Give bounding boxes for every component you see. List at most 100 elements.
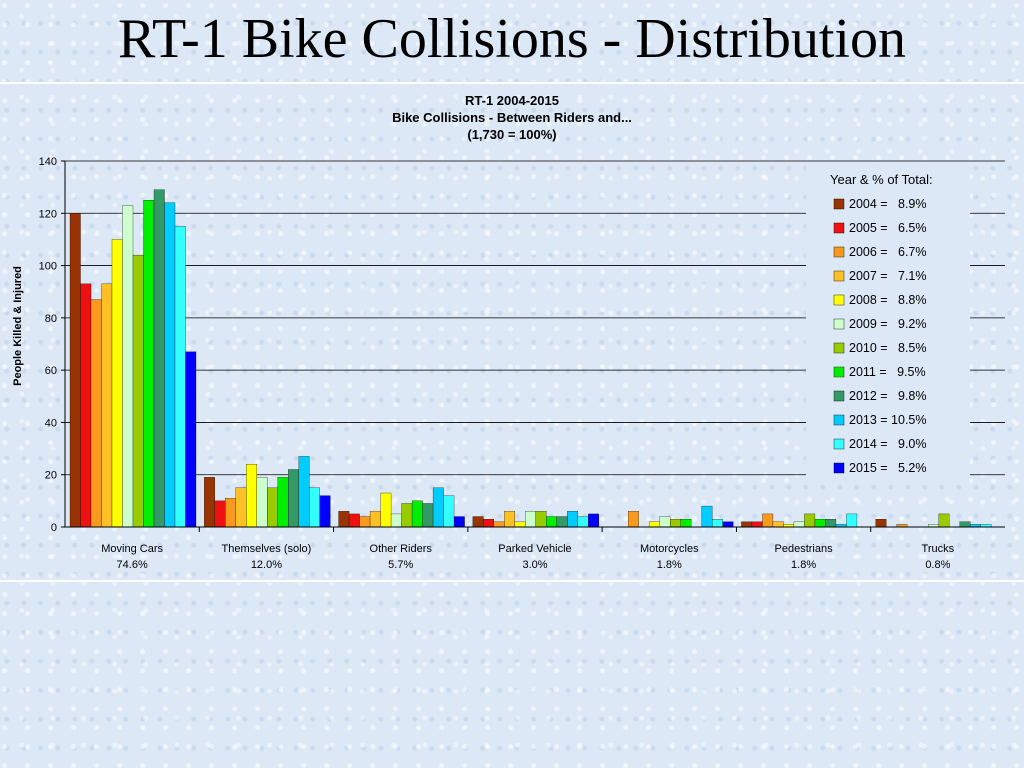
x-category-percent: 1.8% [657, 559, 682, 571]
bar-2009-moving-cars [122, 205, 134, 528]
legend-entry-2009: 2009 = 9.2% [849, 317, 927, 331]
bar-2012-moving-cars [153, 189, 165, 528]
bar-2005-other-riders [348, 513, 360, 528]
legend-swatch-2005 [833, 222, 845, 234]
y-tick-label: 40 [45, 417, 57, 429]
bar-2015-parked-vehicle [588, 513, 600, 528]
legend-swatch-2010 [833, 342, 845, 354]
bar-2011-motorcycles [680, 519, 692, 528]
legend-entry-2006: 2006 = 6.7% [849, 245, 927, 259]
bar-2007-other-riders [369, 511, 381, 528]
bar-2014-themselves-solo- [309, 487, 320, 528]
bar-2011-pedestrians [814, 519, 826, 528]
bar-2009-pedestrians [793, 521, 805, 528]
bar-2005-parked-vehicle [483, 519, 495, 528]
bar-2005-themselves-solo- [214, 500, 226, 528]
bar-2014-moving-cars [174, 226, 186, 528]
bar-2004-pedestrians [741, 521, 753, 528]
y-tick-label: 80 [45, 313, 57, 325]
x-axis-labels: Moving Cars 74.6% Themselves (solo) 12.0% Ot… [101, 543, 954, 571]
bar-2004-parked-vehicle [472, 516, 484, 528]
bar-2005-moving-cars [80, 283, 92, 528]
bar-2010-trucks [938, 513, 950, 528]
chart-title-line-2: Bike Collisions - Between Riders and... [392, 110, 632, 125]
legend-entry-2011: 2011 = 9.5% [849, 365, 926, 379]
bar-2015-moving-cars [185, 351, 197, 528]
bar-2009-other-riders [390, 513, 402, 528]
bar-2011-parked-vehicle [546, 516, 558, 528]
y-tick-label: 0 [51, 522, 57, 534]
bar-2008-motorcycles [648, 521, 660, 528]
legend-entry-2014: 2014 = 9.0% [849, 437, 927, 451]
legend-swatch-2011 [833, 366, 845, 378]
legend-swatch-2008 [833, 294, 845, 306]
bar-2010-moving-cars [132, 254, 144, 528]
legend-entry-2013: 2013 = 10.5% [849, 413, 927, 427]
y-tick-label: 140 [39, 156, 57, 168]
bar-2007-pedestrians [772, 521, 784, 528]
bar-2010-parked-vehicle [535, 511, 547, 528]
bar-2012-parked-vehicle [556, 516, 568, 528]
bar-2008-parked-vehicle [514, 521, 526, 528]
bar-2007-themselves-solo- [235, 487, 247, 528]
x-category-percent: 5.7% [388, 559, 413, 571]
y-axis-label: People Killed & Injured [12, 266, 24, 386]
x-category-percent: 12.0% [251, 559, 282, 571]
bar-2006-themselves-solo- [225, 498, 236, 528]
x-category-label: Motorcycles [640, 543, 699, 555]
y-tick-label: 60 [45, 365, 57, 377]
bar-2010-themselves-solo- [267, 487, 278, 528]
bar-chart: RT-1 2004-2015 Bike Collisions - Between… [12, 93, 1005, 571]
bar-2015-themselves-solo- [319, 495, 331, 528]
x-category-percent: 3.0% [522, 559, 547, 571]
bar-2011-themselves-solo- [277, 477, 289, 528]
legend-title: Year & % of Total: [830, 172, 933, 187]
bar-2009-parked-vehicle [525, 511, 537, 528]
x-category-label: Parked Vehicle [498, 543, 571, 555]
legend-swatch-2007 [833, 270, 845, 282]
bar-2010-other-riders [401, 503, 413, 528]
x-category-label: Themselves (solo) [221, 543, 311, 555]
x-category-percent: 74.6% [117, 559, 148, 571]
legend-entry-2012: 2012 = 9.8% [849, 389, 927, 403]
chart-title-line-1: RT-1 2004-2015 [465, 93, 559, 108]
bar-2012-other-riders [422, 503, 434, 528]
axes [64, 161, 1005, 532]
x-category-percent: 1.8% [791, 559, 816, 571]
legend-swatch-2015 [833, 462, 845, 474]
bar-2004-themselves-solo- [204, 477, 215, 528]
bar-2011-moving-cars [143, 200, 155, 528]
bar-2014-pedestrians [846, 513, 858, 528]
bar-2006-pedestrians [762, 513, 774, 528]
legend-swatch-2013 [833, 414, 845, 426]
y-tick-label: 120 [39, 208, 57, 220]
bar-2009-motorcycles [659, 516, 671, 528]
bar-2004-trucks [875, 519, 887, 528]
bar-2013-other-riders [432, 487, 444, 528]
bar-2013-themselves-solo- [298, 456, 310, 528]
bar-2014-motorcycles [711, 519, 723, 528]
bar-2008-moving-cars [111, 239, 123, 528]
bar-2013-moving-cars [164, 202, 176, 528]
y-tick-label: 20 [45, 470, 57, 482]
bar-2014-parked-vehicle [577, 516, 589, 528]
top-divider [0, 82, 1024, 84]
x-category-label: Moving Cars [101, 543, 163, 555]
legend-entry-2005: 2005 = 6.5% [849, 221, 927, 235]
bar-2006-other-riders [359, 516, 371, 528]
legend-swatch-2009 [833, 318, 845, 330]
chart-title: RT-1 2004-2015 Bike Collisions - Between… [392, 93, 632, 142]
bar-2013-parked-vehicle [567, 511, 579, 528]
bar-2006-motorcycles [627, 511, 639, 528]
bar-2015-other-riders [453, 516, 465, 528]
bar-2010-motorcycles [669, 519, 681, 528]
bar-2006-moving-cars [90, 299, 102, 528]
bar-2010-pedestrians [804, 513, 816, 528]
bar-2011-other-riders [411, 500, 423, 528]
bar-2015-motorcycles [722, 521, 734, 528]
chart-title-line-3: (1,730 = 100%) [467, 127, 556, 142]
x-category-label: Trucks [922, 543, 955, 555]
legend-entry-2010: 2010 = 8.5% [849, 341, 927, 355]
bar-2007-moving-cars [101, 283, 113, 528]
bar-2014-other-riders [443, 495, 455, 528]
